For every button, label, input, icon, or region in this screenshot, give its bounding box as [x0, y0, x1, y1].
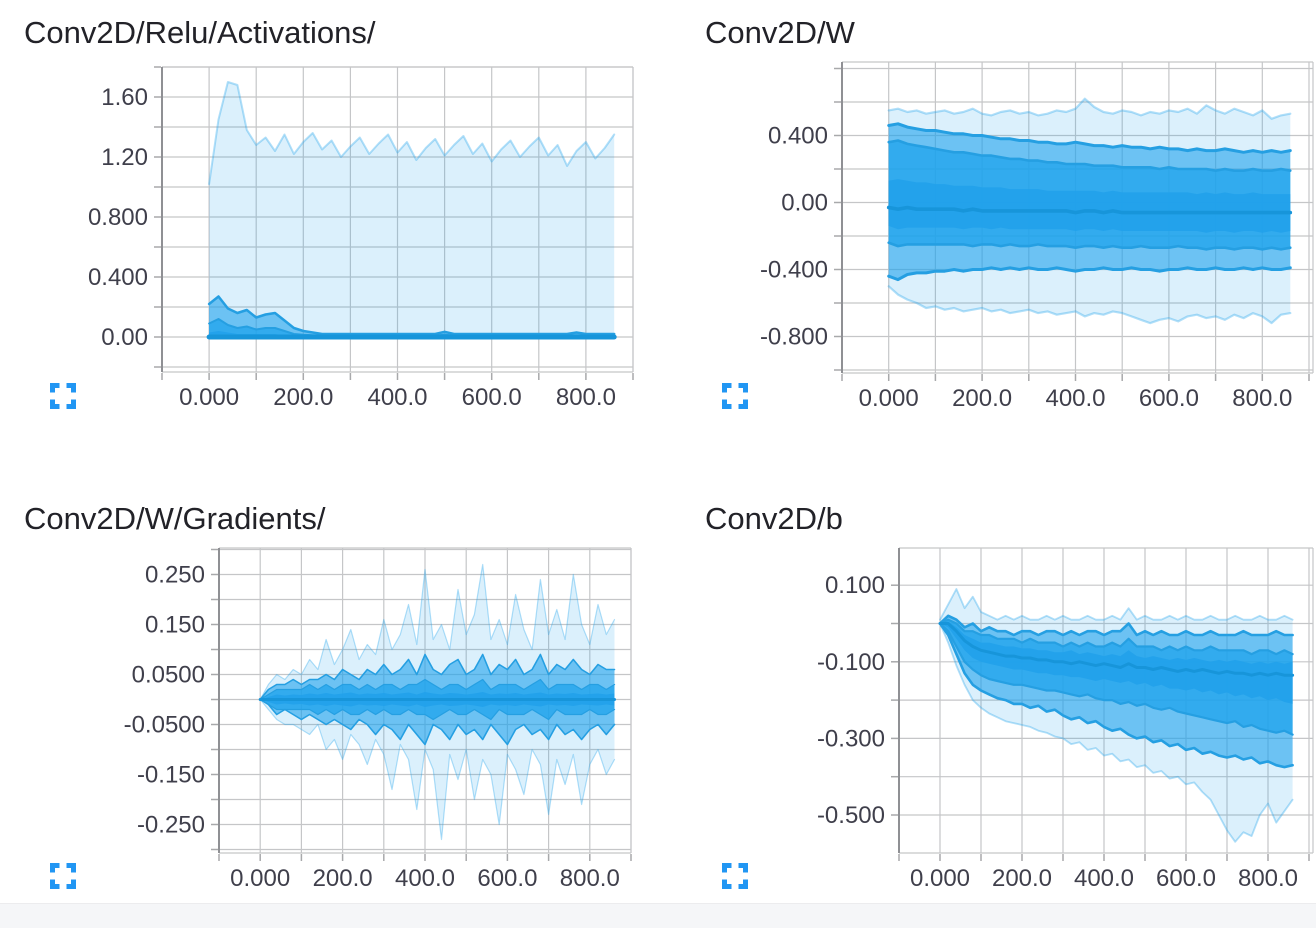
svg-text:-0.250: -0.250 — [137, 812, 205, 839]
expand-button[interactable] — [49, 861, 79, 891]
svg-text:0.0500: 0.0500 — [132, 662, 205, 689]
svg-text:800.0: 800.0 — [1232, 385, 1292, 412]
svg-text:800.0: 800.0 — [560, 865, 620, 892]
svg-text:-0.300: -0.300 — [817, 725, 885, 752]
expand-button[interactable] — [721, 861, 751, 891]
svg-text:0.000: 0.000 — [910, 865, 970, 892]
chart-title-conv2d-relu-activations: Conv2D/Relu/Activations/ — [24, 15, 376, 50]
svg-text:600.0: 600.0 — [1139, 385, 1199, 412]
svg-text:800.0: 800.0 — [556, 384, 616, 411]
svg-text:400.0: 400.0 — [395, 865, 455, 892]
svg-text:0.100: 0.100 — [825, 572, 885, 599]
svg-text:-0.500: -0.500 — [817, 802, 885, 829]
svg-text:400.0: 400.0 — [1074, 865, 1134, 892]
svg-text:-0.100: -0.100 — [817, 649, 885, 676]
svg-text:600.0: 600.0 — [1156, 865, 1216, 892]
svg-text:1.20: 1.20 — [101, 144, 148, 171]
expand-button[interactable] — [721, 381, 751, 411]
svg-text:0.00: 0.00 — [101, 324, 148, 351]
svg-text:0.400: 0.400 — [88, 264, 148, 291]
footer-strip — [0, 903, 1316, 928]
svg-text:200.0: 200.0 — [952, 385, 1012, 412]
svg-text:1.60: 1.60 — [101, 84, 148, 111]
svg-text:0.000: 0.000 — [859, 385, 919, 412]
svg-text:800.0: 800.0 — [1238, 865, 1298, 892]
chart-title-conv2d-w: Conv2D/W — [705, 15, 855, 50]
svg-text:400.0: 400.0 — [367, 384, 427, 411]
expand-icon — [49, 382, 79, 410]
svg-text:0.00: 0.00 — [781, 190, 828, 217]
svg-text:0.400: 0.400 — [768, 123, 828, 150]
svg-text:200.0: 200.0 — [992, 865, 1052, 892]
svg-text:0.000: 0.000 — [179, 384, 239, 411]
svg-text:-0.800: -0.800 — [760, 324, 828, 351]
expand-icon — [721, 382, 751, 410]
expand-icon — [49, 862, 79, 890]
svg-text:600.0: 600.0 — [462, 384, 522, 411]
svg-text:200.0: 200.0 — [313, 865, 373, 892]
svg-text:400.0: 400.0 — [1045, 385, 1105, 412]
svg-text:600.0: 600.0 — [477, 865, 537, 892]
svg-text:0.250: 0.250 — [145, 562, 205, 589]
expand-button[interactable] — [49, 381, 79, 411]
chart-title-conv2d-w-gradients: Conv2D/W/Gradients/ — [24, 501, 326, 536]
svg-text:-0.150: -0.150 — [137, 762, 205, 789]
chart-title-conv2d-b: Conv2D/b — [705, 501, 843, 536]
expand-icon — [721, 862, 751, 890]
svg-text:200.0: 200.0 — [273, 384, 333, 411]
svg-text:-0.0500: -0.0500 — [124, 712, 205, 739]
svg-text:0.800: 0.800 — [88, 204, 148, 231]
svg-text:-0.400: -0.400 — [760, 257, 828, 284]
svg-text:0.150: 0.150 — [145, 612, 205, 639]
svg-text:0.000: 0.000 — [230, 865, 290, 892]
